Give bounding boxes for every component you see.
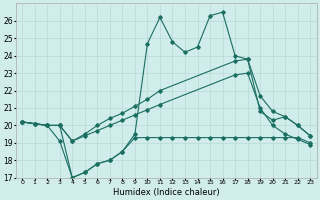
X-axis label: Humidex (Indice chaleur): Humidex (Indice chaleur) (113, 188, 220, 197)
